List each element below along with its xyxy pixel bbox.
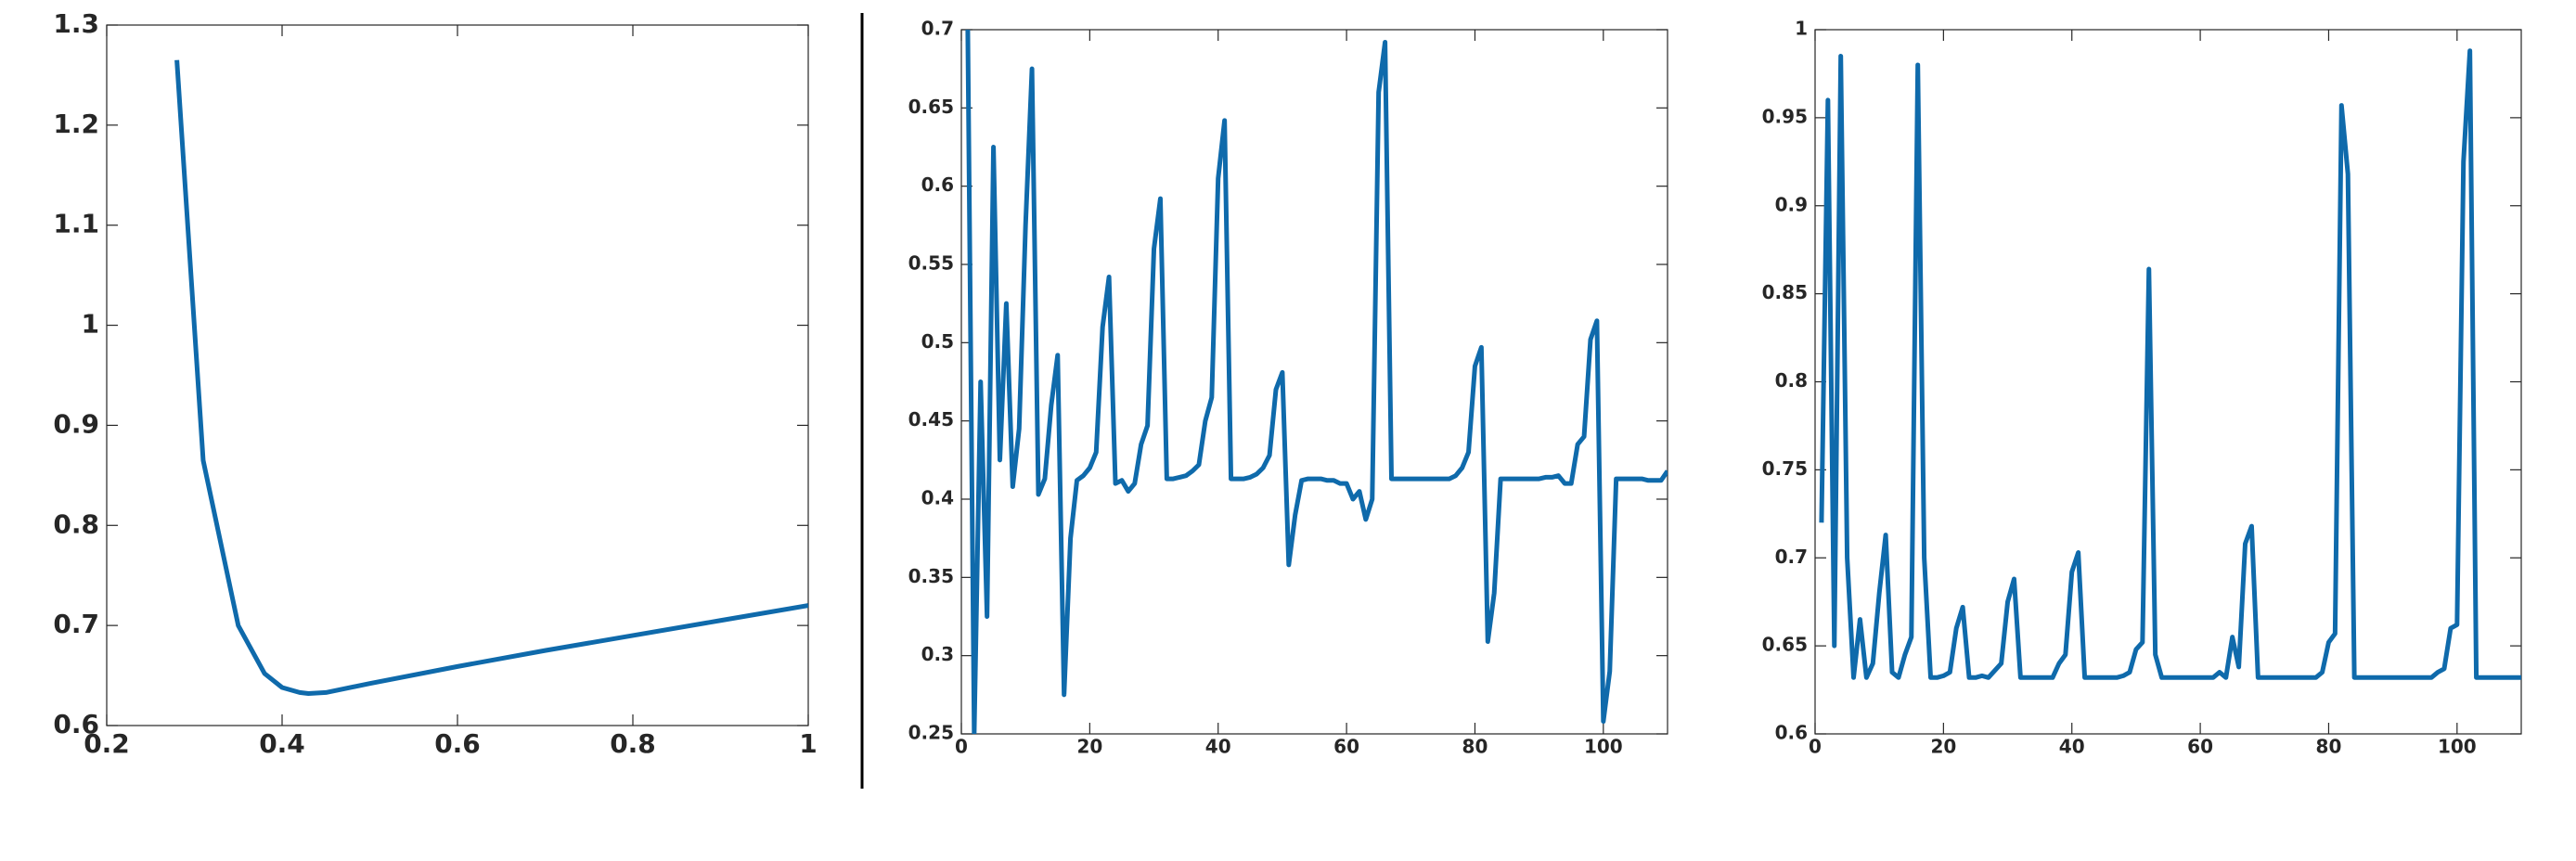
x-tick-label: 20 [1076, 736, 1102, 758]
y-tick-label: 1.1 [53, 209, 99, 239]
y-tick-label: 0.7 [1775, 546, 1808, 568]
y-tick-label: 1 [82, 309, 99, 340]
y-tick-label: 0.6 [1775, 722, 1808, 744]
x-tick-label: 0.2 [84, 728, 130, 759]
x-tick-label: 0 [955, 736, 968, 758]
y-tick-label: 0.6 [53, 709, 99, 739]
data-line [965, 30, 1668, 734]
x-tick-label: 100 [1584, 736, 1623, 758]
x-tick-label: 60 [1333, 736, 1359, 758]
axes-box [960, 29, 1668, 735]
data-line [1819, 48, 2521, 680]
y-tick-label: 0.7 [921, 18, 954, 40]
axes-box [106, 24, 809, 726]
y-tick-label: 0.55 [908, 252, 954, 275]
y-tick-label: 1.3 [53, 8, 99, 39]
y-tick-label: 0.3 [921, 643, 954, 665]
x-tick-label: 60 [2187, 736, 2213, 758]
y-tick-label: 1 [1795, 18, 1808, 40]
y-tick-label: 0.6 [921, 173, 954, 196]
x-tick-label: 0.6 [434, 728, 481, 759]
y-tick-label: 0.45 [908, 408, 954, 430]
y-tick-label: 0.75 [1762, 457, 1808, 480]
y-tick-label: 0.8 [53, 508, 99, 539]
y-tick-label: 0.7 [53, 609, 99, 639]
y-tick-label: 0.25 [908, 722, 954, 744]
y-tick-label: 0.8 [1775, 369, 1808, 392]
x-tick-label: 0.8 [610, 728, 656, 759]
x-tick-label: 80 [2316, 736, 2342, 758]
y-tick-label: 0.9 [53, 408, 99, 439]
y-tick-label: 0.95 [1762, 105, 1808, 127]
x-tick-label: 1 [799, 728, 817, 759]
x-tick-label: 80 [1462, 736, 1488, 758]
y-tick-label: 0.35 [908, 565, 954, 587]
y-tick-label: 0.9 [1775, 193, 1808, 215]
y-tick-label: 1.2 [53, 109, 99, 139]
data-line [174, 59, 808, 696]
x-tick-label: 100 [2438, 736, 2477, 758]
y-tick-label: 0.65 [1762, 634, 1808, 656]
x-tick-label: 40 [2059, 736, 2085, 758]
x-tick-label: 0 [1809, 736, 1822, 758]
y-tick-label: 0.4 [921, 487, 954, 509]
x-tick-label: 40 [1205, 736, 1231, 758]
y-tick-label: 0.5 [921, 330, 954, 353]
x-tick-label: 0.4 [259, 728, 305, 759]
y-tick-label: 0.65 [908, 96, 954, 118]
x-tick-label: 20 [1930, 736, 1956, 758]
y-tick-label: 0.85 [1762, 281, 1808, 303]
